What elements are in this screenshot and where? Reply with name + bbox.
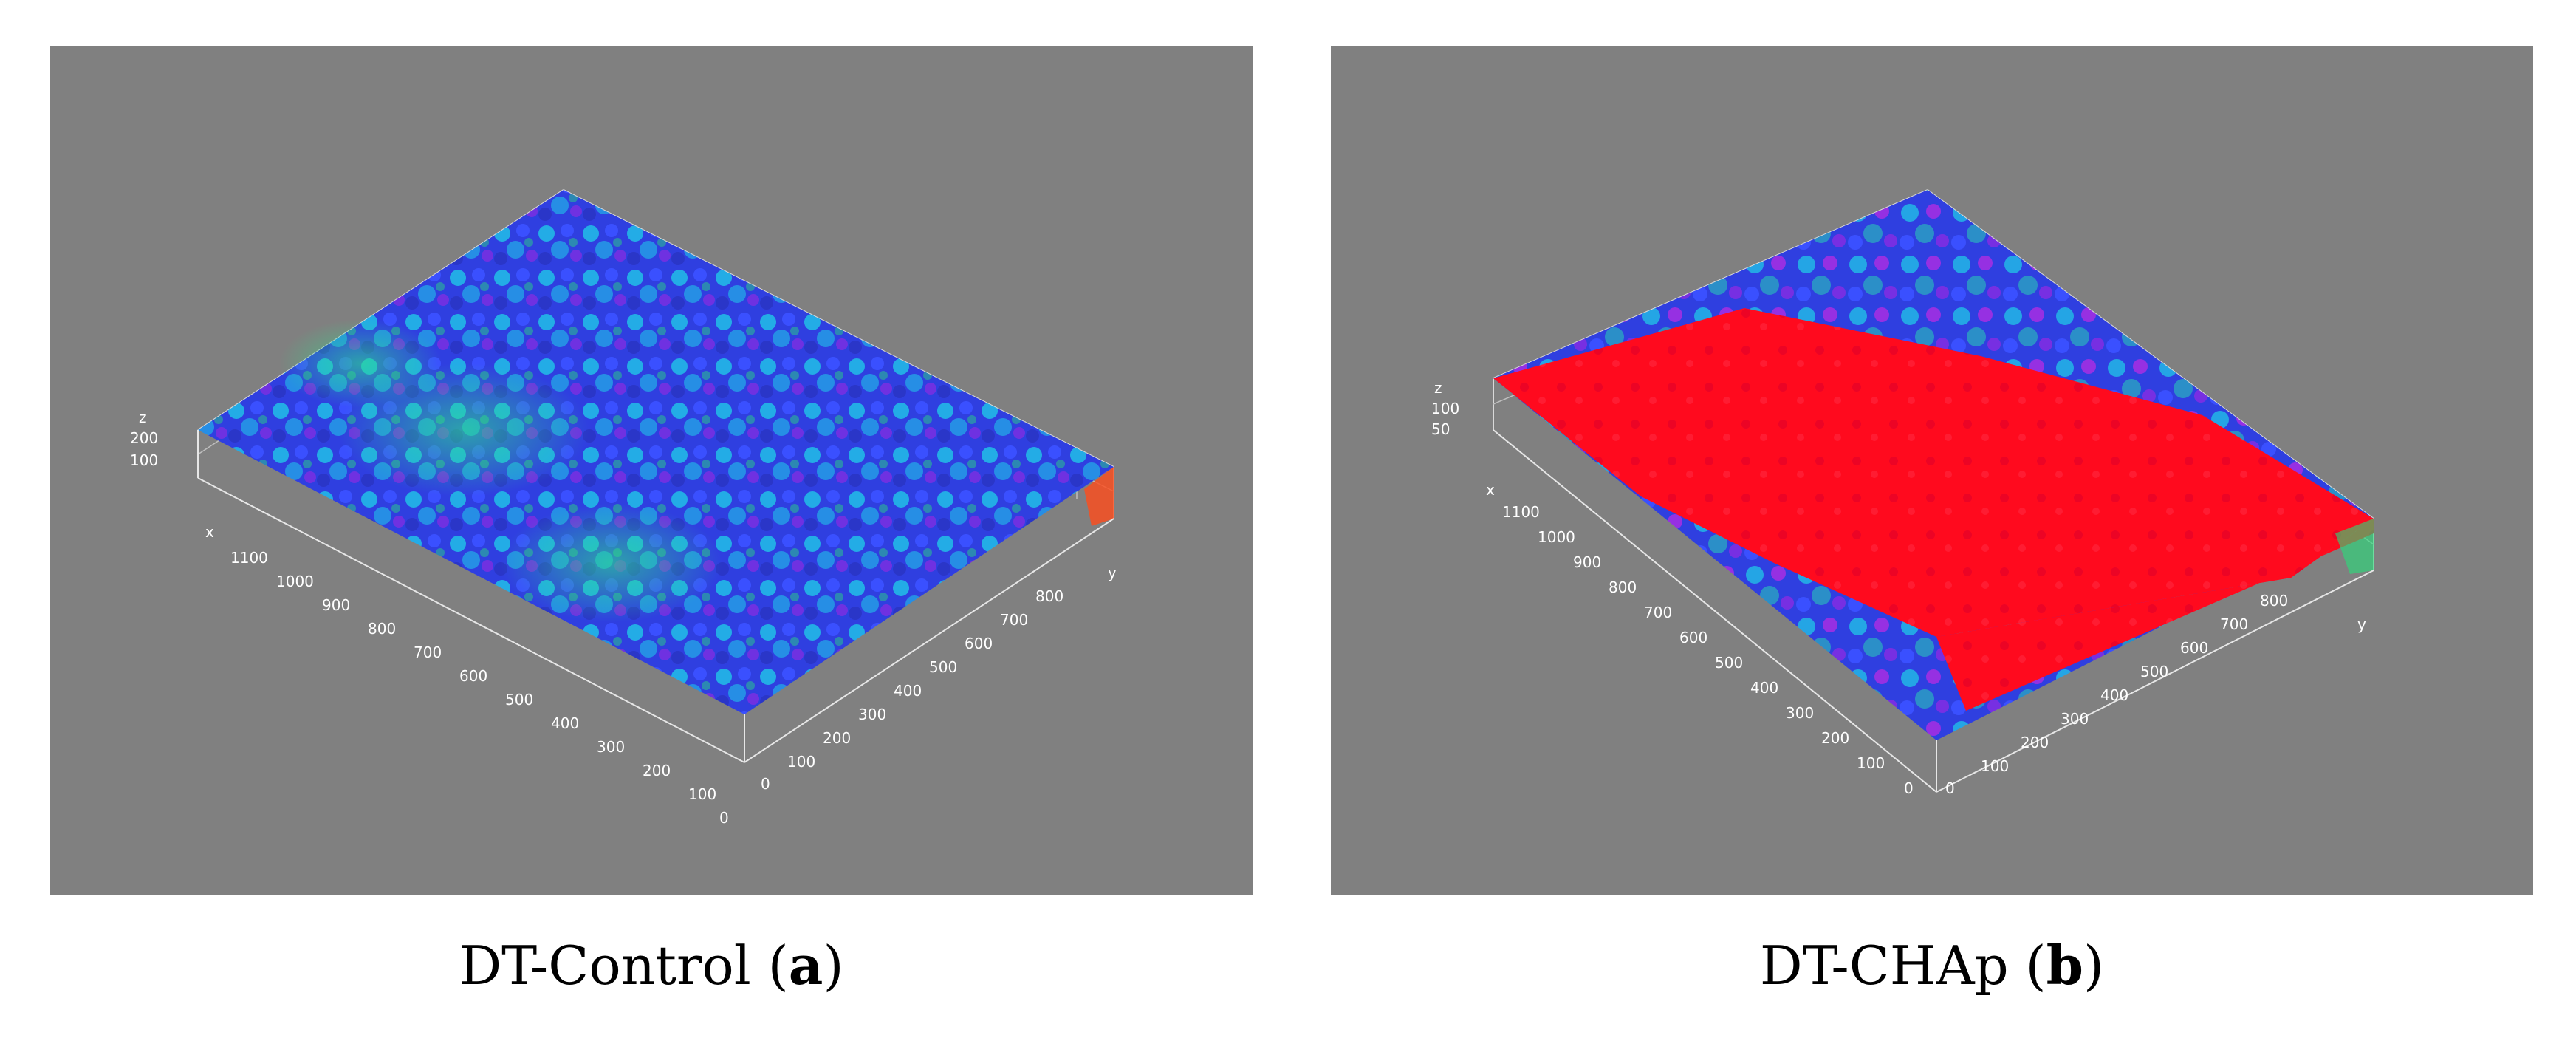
z-tick: 200	[130, 429, 158, 447]
x-tick: 800	[368, 620, 396, 638]
z-axis-label: z	[1434, 379, 1442, 397]
y-tick: 600	[2180, 639, 2208, 657]
y-tick: 300	[858, 706, 886, 723]
x-tick: 500	[505, 691, 533, 709]
x-tick: 200	[1821, 729, 1849, 747]
x-tick: 600	[459, 667, 487, 685]
y-tick: 500	[929, 658, 957, 676]
x-tick: 800	[1609, 578, 1637, 596]
y-tick: 700	[1000, 611, 1028, 629]
x-tick: 1000	[1538, 528, 1575, 546]
x-axis-label: x	[205, 523, 214, 541]
surface-edge-peak	[2335, 519, 2374, 574]
surface-highlight	[279, 319, 442, 408]
z-axis-label: z	[139, 409, 147, 426]
x-tick: 900	[1573, 553, 1601, 571]
x-tick: 1000	[276, 573, 314, 590]
y-axis-label: y	[2357, 615, 2366, 633]
z-tick: 100	[130, 451, 158, 469]
caption-name: DT-Control	[459, 935, 751, 997]
x-tick: 600	[1679, 629, 1707, 646]
x-tick: 100	[1857, 754, 1885, 772]
surface-edge-peak	[1084, 467, 1114, 526]
x-tick: 300	[597, 738, 625, 756]
y-tick: 300	[2061, 710, 2089, 728]
x-tick: 400	[1750, 679, 1778, 697]
x-tick: 900	[322, 596, 350, 614]
surface-red-band	[1936, 519, 2374, 711]
bounding-box-front	[1493, 429, 2374, 793]
x-tick: 1100	[230, 549, 268, 567]
x-tick: 700	[1644, 604, 1672, 621]
y-tick: 100	[787, 753, 815, 771]
y-axis-ticks: 0 100 200 300 400 500 600 700 800	[1945, 592, 2288, 797]
bounding-box-front	[197, 430, 1114, 763]
surface-red-band	[1493, 308, 2374, 637]
surface-plot-control: z 200 100 x 1100 1000 900 800 700 600 50…	[50, 46, 1253, 895]
y-tick: 800	[1035, 587, 1063, 605]
surface-plot-chap-svg: z 100 50 x 1100 1000 900 800 700 600 500…	[1431, 189, 2374, 797]
y-tick: 0	[761, 775, 770, 793]
surface-texture	[198, 190, 1114, 714]
x-tick: 1100	[1502, 503, 1540, 521]
x-axis-ticks: 1100 1000 900 800 700 600 500 400 300 20…	[230, 549, 729, 827]
y-tick: 800	[2260, 592, 2288, 610]
x-axis-ticks: 1100 1000 900 800 700 600 500 400 300 20…	[1502, 503, 1914, 797]
x-tick: 300	[1786, 704, 1814, 722]
caption-name: DT-CHAp	[1759, 935, 2009, 997]
caption-letter: b	[2046, 934, 2083, 997]
caption-control: DT-Control (a)	[459, 934, 844, 997]
y-axis-ticks: 0 100 200 300 400 500 600 700 800	[761, 587, 1063, 793]
z-tick: 100	[1431, 400, 1459, 417]
surface-plot-control-svg: z 200 100 x 1100 1000 900 800 700 600 50…	[130, 189, 1117, 827]
caption-letter: a	[788, 934, 823, 997]
y-tick: 0	[1945, 779, 1955, 797]
y-tick: 700	[2220, 615, 2248, 633]
x-tick: 100	[688, 785, 716, 803]
x-tick: 400	[551, 714, 579, 732]
y-tick: 100	[1981, 757, 2009, 775]
y-tick: 400	[894, 682, 922, 700]
y-tick: 500	[2140, 663, 2168, 680]
x-tick: 700	[414, 643, 442, 661]
y-axis-label: y	[1108, 564, 1117, 581]
x-tick: 0	[719, 809, 729, 827]
y-tick: 600	[965, 635, 993, 652]
x-tick: 0	[1904, 779, 1914, 797]
y-tick: 200	[2021, 734, 2049, 751]
y-tick: 400	[2100, 686, 2128, 704]
x-axis-label: x	[1486, 481, 1495, 499]
x-tick: 200	[643, 762, 671, 779]
z-tick: 50	[1431, 420, 1450, 438]
x-tick: 500	[1715, 654, 1743, 672]
surface-highlight	[501, 504, 722, 622]
caption-chap: DT-CHAp (b)	[1759, 934, 2105, 997]
surface-plot-chap: z 100 50 x 1100 1000 900 800 700 600 500…	[1331, 46, 2533, 895]
y-tick: 200	[823, 729, 851, 747]
